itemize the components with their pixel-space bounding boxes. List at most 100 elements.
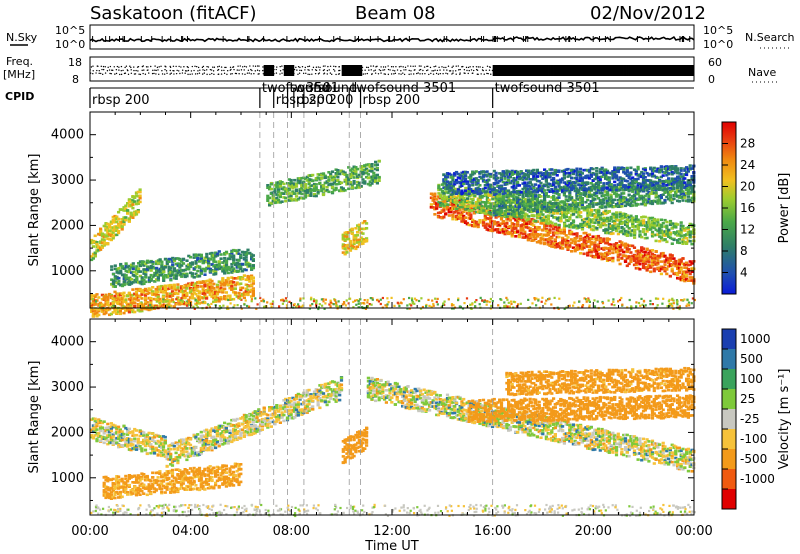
data-cell	[564, 224, 568, 228]
data-cell	[345, 175, 349, 178]
data-cell	[226, 277, 230, 281]
freq-sample-dot	[398, 66, 401, 68]
data-cell	[623, 254, 628, 258]
data-cell	[623, 260, 628, 263]
data-cell	[347, 182, 351, 185]
data-cell	[277, 181, 281, 184]
data-cell	[199, 257, 203, 261]
data-cell	[579, 235, 583, 238]
data-cell	[90, 294, 94, 297]
freq-sample-block	[593, 65, 597, 76]
data-cell	[122, 295, 126, 298]
data-cell	[352, 234, 356, 237]
data-cell	[607, 210, 611, 213]
data-cell	[433, 207, 437, 211]
data-cell	[133, 211, 137, 215]
data-cell	[530, 204, 534, 208]
data-cell	[641, 262, 646, 265]
data-cell	[275, 196, 279, 200]
data-cell	[625, 255, 629, 259]
data-cell	[568, 216, 572, 219]
data-cell	[158, 273, 162, 277]
data-cell	[300, 176, 304, 180]
data-cell	[147, 288, 151, 292]
data-cell	[501, 229, 505, 233]
data-cell	[109, 226, 113, 229]
data-cell	[246, 284, 250, 288]
data-cell	[614, 242, 619, 245]
freq-sample-dot	[150, 65, 152, 68]
data-cell	[160, 289, 164, 292]
data-cell	[607, 219, 611, 223]
data-cell	[370, 167, 374, 170]
data-cell	[613, 219, 617, 223]
data-cell	[634, 257, 638, 260]
data-cell	[546, 238, 550, 241]
freq-sample-dot	[181, 69, 184, 71]
freq-sample-dot	[209, 73, 211, 76]
data-cell	[510, 233, 514, 236]
data-cell	[372, 174, 376, 178]
data-cell	[555, 227, 559, 231]
data-cell	[539, 219, 543, 223]
data-cell	[203, 282, 207, 285]
data-cell	[489, 219, 493, 222]
data-cell	[312, 184, 317, 188]
data-cell	[555, 243, 559, 246]
data-cell	[118, 221, 122, 224]
data-cell	[584, 223, 588, 227]
data-cell	[652, 258, 656, 262]
data-cell	[573, 225, 577, 229]
data-cell	[604, 252, 608, 255]
data-cell	[600, 255, 604, 259]
freq-sample-dot	[193, 69, 195, 72]
data-cell	[287, 188, 291, 192]
data-cell	[237, 296, 241, 299]
data-cell	[277, 185, 281, 189]
freq-sample-block	[537, 65, 541, 76]
data-cell	[442, 194, 446, 198]
data-cell	[176, 271, 180, 275]
data-cell	[429, 205, 433, 209]
data-cell	[647, 257, 651, 260]
freq-sample-dot	[417, 72, 419, 74]
data-cell	[570, 241, 574, 245]
data-cell	[147, 297, 151, 300]
data-cell	[566, 248, 570, 251]
data-cell	[444, 190, 448, 194]
data-cell	[176, 269, 180, 272]
data-cell	[530, 200, 534, 204]
data-cell	[133, 278, 137, 282]
data-cell	[471, 224, 475, 228]
data-cell	[185, 272, 189, 276]
data-cell	[161, 287, 166, 290]
data-cell	[291, 190, 295, 193]
data-cell	[437, 200, 441, 204]
data-cell	[485, 217, 489, 220]
data-cell	[142, 260, 146, 264]
data-cell	[636, 226, 640, 230]
data-cell	[368, 176, 372, 179]
data-cell	[361, 181, 365, 184]
freq-sample-dot	[368, 69, 370, 71]
data-cell	[117, 282, 121, 286]
data-cell	[169, 292, 173, 295]
data-cell	[97, 248, 101, 252]
data-cell	[589, 240, 593, 244]
freq-sample-block	[520, 65, 524, 76]
data-cell	[677, 241, 681, 245]
data-cell	[115, 268, 119, 271]
data-cell	[126, 282, 130, 286]
freq-sample-dot	[243, 69, 245, 71]
data-cell	[615, 225, 619, 229]
data-cell	[128, 264, 132, 268]
data-cell	[320, 173, 324, 177]
data-cell	[108, 225, 112, 229]
data-cell	[282, 196, 286, 199]
data-cell	[300, 184, 304, 188]
data-cell	[607, 225, 611, 229]
data-cell	[649, 249, 653, 253]
data-cell	[654, 250, 658, 253]
freq-sample-dot	[170, 72, 172, 74]
data-cell	[282, 182, 286, 186]
